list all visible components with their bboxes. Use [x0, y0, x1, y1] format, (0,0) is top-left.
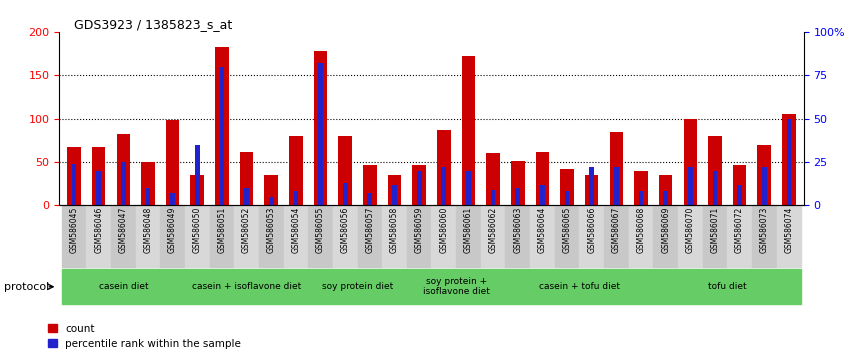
Bar: [585, 175, 598, 205]
Bar: [560, 169, 574, 205]
Bar: [412, 165, 426, 205]
Bar: [462, 56, 475, 205]
Bar: [757, 144, 771, 205]
Bar: [737, 184, 742, 205]
Bar: [733, 165, 746, 205]
Bar: [466, 171, 471, 205]
Bar: [289, 136, 303, 205]
Bar: [367, 193, 372, 205]
Text: casein + tofu diet: casein + tofu diet: [539, 282, 620, 291]
Bar: [265, 175, 278, 205]
Bar: [146, 188, 151, 205]
Bar: [239, 152, 253, 205]
Bar: [343, 183, 348, 205]
Bar: [708, 136, 722, 205]
Bar: [141, 162, 155, 205]
Bar: [92, 147, 106, 205]
Bar: [491, 190, 496, 205]
Text: tofu diet: tofu diet: [708, 282, 746, 291]
Bar: [511, 161, 525, 205]
Bar: [67, 147, 80, 205]
Bar: [762, 167, 766, 205]
Bar: [783, 114, 796, 205]
Bar: [294, 192, 299, 205]
Bar: [659, 175, 673, 205]
Text: casein diet: casein diet: [98, 282, 148, 291]
Bar: [614, 167, 618, 205]
Bar: [663, 192, 668, 205]
Bar: [215, 47, 228, 205]
Text: casein + isoflavone diet: casein + isoflavone diet: [192, 282, 301, 291]
Bar: [639, 192, 643, 205]
Bar: [121, 162, 126, 205]
Bar: [72, 164, 76, 205]
Bar: [564, 192, 569, 205]
Bar: [712, 171, 717, 205]
Bar: [590, 167, 594, 205]
Bar: [96, 171, 101, 205]
Bar: [190, 175, 204, 205]
Bar: [338, 136, 352, 205]
Text: protocol: protocol: [4, 282, 49, 292]
Bar: [442, 167, 446, 205]
Bar: [787, 119, 791, 205]
Bar: [387, 175, 401, 205]
Bar: [684, 119, 697, 205]
Bar: [515, 188, 520, 205]
Bar: [486, 153, 500, 205]
Text: soy protein diet: soy protein diet: [321, 282, 393, 291]
Bar: [117, 134, 130, 205]
Bar: [437, 130, 451, 205]
Bar: [318, 63, 323, 205]
Bar: [195, 144, 200, 205]
Text: GDS3923 / 1385823_s_at: GDS3923 / 1385823_s_at: [74, 18, 233, 31]
Bar: [634, 171, 648, 205]
Bar: [392, 184, 397, 205]
Bar: [314, 51, 327, 205]
Bar: [170, 193, 175, 205]
Bar: [166, 120, 179, 205]
Bar: [536, 152, 549, 205]
Bar: [540, 184, 545, 205]
Bar: [610, 132, 624, 205]
Bar: [688, 167, 693, 205]
Bar: [417, 171, 421, 205]
Text: soy protein +
isoflavone diet: soy protein + isoflavone diet: [423, 277, 490, 296]
Bar: [244, 188, 249, 205]
Bar: [269, 197, 273, 205]
Legend: count, percentile rank within the sample: count, percentile rank within the sample: [47, 324, 241, 349]
Bar: [220, 67, 224, 205]
Bar: [363, 165, 376, 205]
